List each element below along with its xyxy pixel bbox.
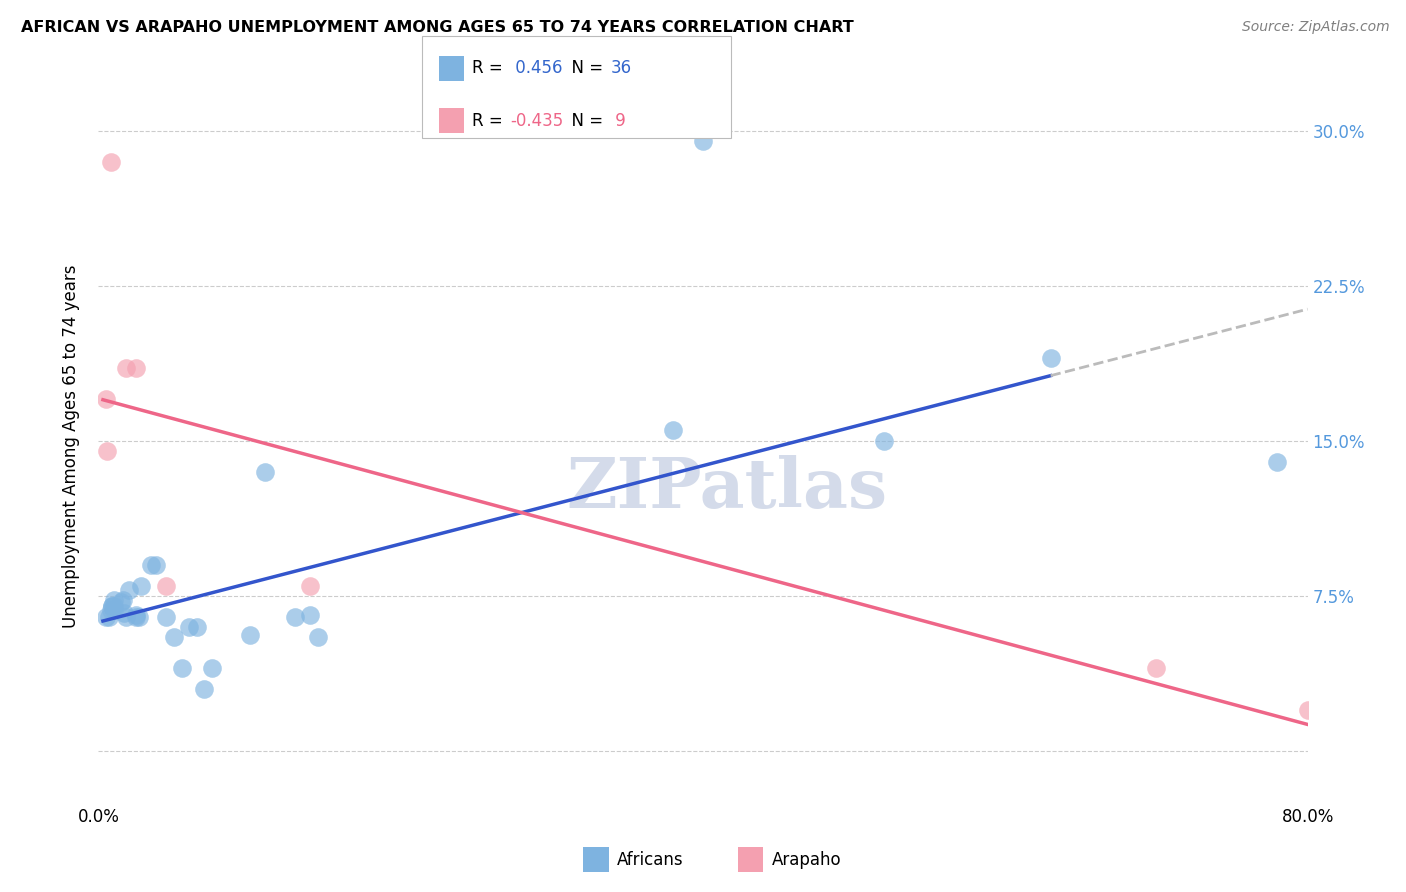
Point <box>103 603 125 617</box>
Point <box>101 599 124 614</box>
Point <box>101 599 124 614</box>
Text: 36: 36 <box>610 59 631 78</box>
Point <box>118 582 141 597</box>
Text: N =: N = <box>561 59 603 78</box>
Point <box>253 465 276 479</box>
Point <box>103 599 125 614</box>
Point <box>1039 351 1062 365</box>
Point <box>155 579 177 593</box>
Point <box>692 134 714 148</box>
Point <box>111 593 134 607</box>
Point <box>284 609 307 624</box>
Point <box>114 609 136 624</box>
Point <box>94 392 117 407</box>
Point <box>193 681 215 696</box>
Text: AFRICAN VS ARAPAHO UNEMPLOYMENT AMONG AGES 65 TO 74 YEARS CORRELATION CHART: AFRICAN VS ARAPAHO UNEMPLOYMENT AMONG AG… <box>21 20 853 35</box>
Point <box>1144 661 1167 675</box>
Point <box>94 609 117 624</box>
Text: ZIPatlas: ZIPatlas <box>567 455 887 523</box>
Point <box>103 593 125 607</box>
Point <box>155 609 177 624</box>
Point <box>873 434 896 448</box>
Point <box>112 606 135 620</box>
Point <box>114 361 136 376</box>
Point <box>299 579 322 593</box>
Point <box>100 603 122 617</box>
Y-axis label: Unemployment Among Ages 65 to 74 years: Unemployment Among Ages 65 to 74 years <box>62 264 80 628</box>
Text: Africans: Africans <box>617 851 683 869</box>
Point <box>1267 454 1289 468</box>
Text: -0.435: -0.435 <box>510 112 564 130</box>
Point <box>179 620 201 634</box>
Point <box>110 595 132 609</box>
Point <box>163 630 186 644</box>
Text: R =: R = <box>472 59 503 78</box>
Point <box>239 628 262 642</box>
Point <box>299 607 322 622</box>
Text: N =: N = <box>561 112 603 130</box>
Point <box>128 609 150 624</box>
Point <box>129 579 152 593</box>
Text: 0.456: 0.456 <box>510 59 562 78</box>
Point <box>125 609 148 624</box>
Point <box>186 620 208 634</box>
Point <box>145 558 167 572</box>
Point <box>661 424 683 438</box>
Point <box>141 558 163 572</box>
Point <box>1296 703 1319 717</box>
Text: R =: R = <box>472 112 503 130</box>
Point <box>125 361 148 376</box>
Point <box>170 661 193 675</box>
Point <box>98 609 121 624</box>
Text: Arapaho: Arapaho <box>772 851 842 869</box>
Point <box>307 630 329 644</box>
Point <box>201 661 224 675</box>
Text: Source: ZipAtlas.com: Source: ZipAtlas.com <box>1241 20 1389 34</box>
Point <box>125 607 148 622</box>
Point <box>96 444 118 458</box>
Text: 9: 9 <box>610 112 626 130</box>
Point <box>100 154 122 169</box>
